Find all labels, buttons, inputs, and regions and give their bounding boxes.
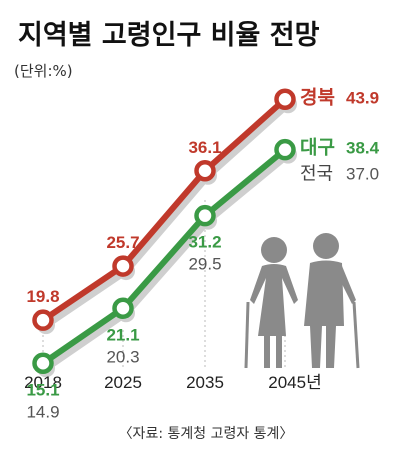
series-shadow (44, 151, 291, 372)
data-label: 29.5 (188, 255, 221, 274)
data-point (112, 255, 134, 277)
x-tick-label: 2035 (186, 373, 224, 392)
series-shadow (44, 101, 291, 329)
data-point (112, 297, 134, 319)
source-note: 〈자료: 통계청 고령자 통계〉 (119, 426, 294, 442)
data-label: 14.9 (26, 402, 59, 421)
series-line-1 (41, 147, 287, 366)
data-point (32, 309, 54, 331)
data-label: 38.4 (346, 139, 380, 158)
data-point (194, 204, 216, 227)
data-point (274, 138, 296, 161)
data-label: 36.1 (188, 138, 221, 157)
series-name-label: 대구 (300, 137, 335, 159)
data-label: 19.8 (26, 287, 59, 306)
data-point (32, 352, 54, 374)
x-tick-label: 2045년 (268, 373, 321, 392)
data-point (274, 88, 296, 110)
x-tick-label: 2025 (104, 373, 142, 392)
data-label: 20.3 (106, 347, 139, 366)
data-label: 15.1 (26, 380, 59, 399)
data-point (194, 160, 216, 182)
series-name-label: 전국 (300, 164, 333, 185)
data-label: 21.1 (106, 325, 139, 344)
series-name-label: 경북 (300, 86, 335, 108)
elderly-couple-icon (244, 233, 360, 369)
data-label: 31.2 (188, 233, 221, 252)
x-tick-label: 2018 (24, 373, 62, 392)
data-label: 25.7 (106, 233, 139, 252)
data-label: 37.0 (346, 165, 379, 184)
data-label: 43.9 (346, 88, 379, 107)
series-line-0 (41, 97, 287, 323)
chart-title: 지역별 고령인구 비율 전망 (18, 20, 320, 51)
unit-label: (단위:%) (14, 62, 73, 80)
